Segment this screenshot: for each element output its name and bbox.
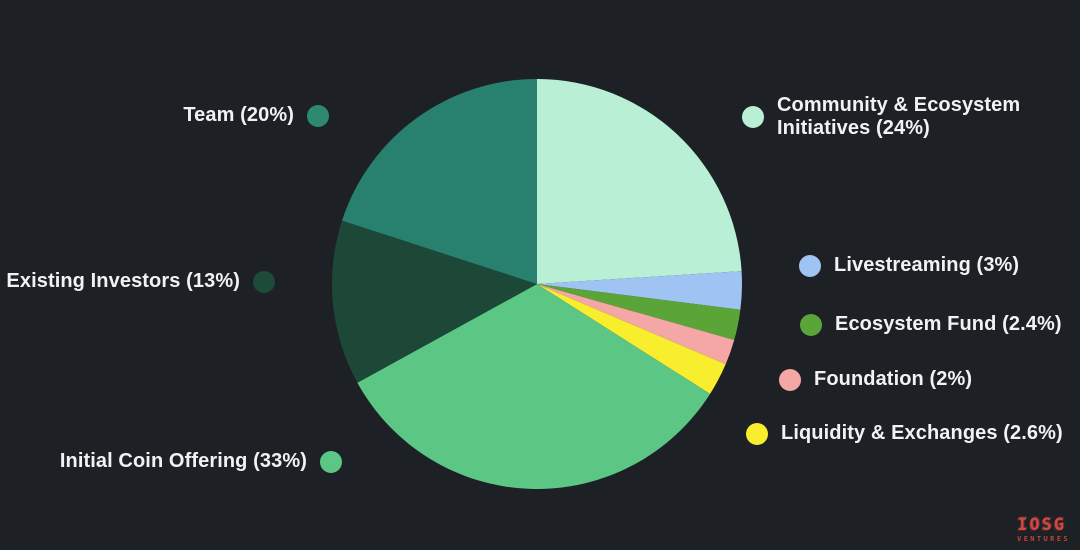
legend-item-livestreaming: Livestreaming (3%) <box>799 254 1019 277</box>
pie-slice-existing-investors <box>331 220 537 383</box>
legend-item-liquidity-exchanges: Liquidity & Exchanges (2.6%) <box>746 422 1063 445</box>
legend-dot-initial-coin-offering <box>320 450 342 473</box>
legend-dot-community-ecosystem <box>742 106 764 128</box>
iosg-logo-subtext: VENTURES <box>1017 535 1070 543</box>
legend-dot-existing-investors <box>253 270 275 293</box>
legend-label-community-line2: Initiatives (24%) <box>777 117 930 139</box>
legend-dot-foundation <box>779 368 801 391</box>
pie-slice-livestreaming <box>537 271 743 310</box>
legend-label-initial-coin-offering: Initial Coin Offering (33%) <box>59 450 307 472</box>
legend-item-team: Team (20%) <box>183 104 329 127</box>
legend-label-ecosystem-fund: Ecosystem Fund (2.4%) <box>835 313 1062 335</box>
legend-label-team: Team (20%) <box>183 104 294 126</box>
pie-slice-team <box>342 79 537 284</box>
legend-dot-liquidity-exchanges <box>746 422 768 445</box>
legend-label-liquidity-exchanges: Liquidity & Exchanges (2.6%) <box>781 422 1063 444</box>
legend-item-community-ecosystem: Community & Ecosystem Initiatives (24%) <box>742 94 1027 140</box>
legend-dot-livestreaming <box>799 254 821 277</box>
pie-slice-community-ecosystem-initiatives <box>537 79 742 284</box>
pie-chart <box>331 79 743 489</box>
legend-item-foundation: Foundation (2%) <box>779 368 972 391</box>
legend-item-existing-investors: Existing Investors (13%) <box>6 270 275 293</box>
pie-slice-initial-coin-offering <box>357 284 711 489</box>
legend-item-ecosystem-fund: Ecosystem Fund (2.4%) <box>800 313 1062 336</box>
legend-label-community-line1: Community & Ecosystem <box>777 94 1021 116</box>
legend-dot-team <box>307 104 329 127</box>
pie-slice-foundation <box>537 284 735 365</box>
legend-label-existing-investors: Existing Investors (13%) <box>6 270 240 292</box>
legend-item-initial-coin-offering: Initial Coin Offering (33%) <box>60 450 342 473</box>
pie-slice-ecosystem-fund <box>537 284 741 340</box>
legend-label-community-ecosystem: Community & Ecosystem Initiatives (24%) <box>777 94 1027 140</box>
iosg-logo-text: IOSG <box>1017 515 1067 535</box>
legend-label-livestreaming: Livestreaming (3%) <box>834 254 1020 276</box>
iosg-ventures-logo: IOSG VENTURES <box>1017 517 1070 543</box>
legend-dot-ecosystem-fund <box>800 313 822 336</box>
legend-label-foundation: Foundation (2%) <box>814 368 973 390</box>
pie-slice-liquidity-exchanges <box>537 284 726 394</box>
